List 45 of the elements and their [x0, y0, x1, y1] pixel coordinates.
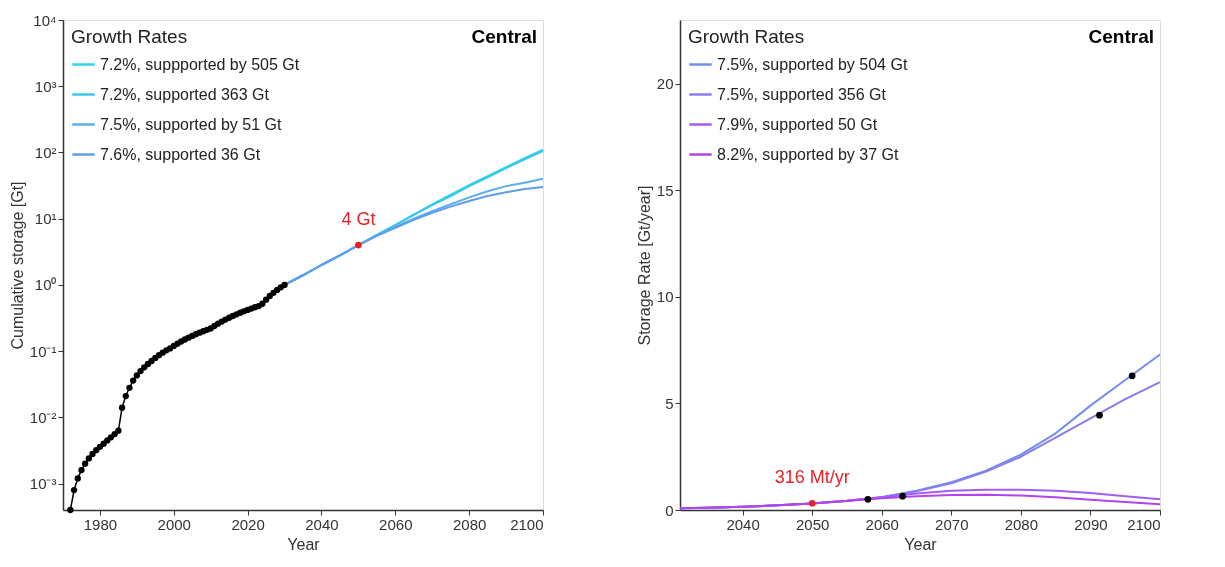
y-tick-label: 10⁻²: [29, 408, 57, 426]
x-tick-label: 2060: [865, 515, 899, 533]
legend-label: 7.2%, supported 363 Gt: [100, 85, 270, 103]
x-tick-label: 2080: [452, 515, 487, 533]
y-tick-label: 10¹: [34, 210, 57, 228]
x-tick-label: 2080: [1004, 515, 1039, 533]
x-tick-label: 2040: [726, 515, 760, 533]
x-tick-label: 2050: [795, 515, 830, 533]
y-tick-label: 15: [656, 181, 674, 199]
y-tick-label: 10³: [34, 77, 57, 95]
x-tick-label: 2070: [935, 515, 969, 533]
x-tick-label: 2020: [231, 515, 265, 533]
legend-title: Growth Rates: [688, 26, 805, 47]
annotation: Central: [1088, 26, 1154, 47]
y-tick-label: 10²: [34, 143, 57, 161]
legend-label: 8.2%, supported by 37 Gt: [717, 145, 899, 163]
y-tick-label: 0: [665, 501, 674, 519]
x-tick-label: 2060: [379, 515, 413, 533]
legend-label: 7.6%, supported 36 Gt: [100, 145, 261, 163]
x-tick-label: 2090: [1074, 515, 1108, 533]
x-axis-title: Year: [287, 535, 321, 553]
x-tick-label: 1980: [83, 515, 118, 533]
y-tick-label: 10: [656, 288, 674, 306]
x-tick-label: 2040: [305, 515, 339, 533]
legend-label: 7.2%, suppported by 505 Gt: [100, 55, 300, 73]
y-tick-label: 20: [656, 75, 674, 93]
y-tick-label: 10⁻¹: [29, 342, 57, 360]
x-tick-label: 2000: [157, 515, 191, 533]
annotation: 316 Mt/yr: [774, 467, 850, 488]
y-tick-label: 10⁰: [34, 276, 57, 294]
legend-label: 7.5%, supported by 504 Gt: [717, 55, 908, 73]
y-axis-title: Storage Rate [Gt/year]: [635, 185, 653, 346]
legend-label: 7.9%, supported 50 Gt: [717, 115, 878, 133]
y-axis-title: Cumulative storage [Gt]: [8, 181, 26, 350]
x-tick-label: 2100: [1127, 515, 1161, 533]
x-tick-label: 2100: [510, 515, 544, 533]
y-tick-label: 10⁻³: [29, 475, 57, 493]
legend-label: 7.5%, supported 356 Gt: [717, 85, 887, 103]
annotation: 4 Gt: [341, 209, 376, 230]
legend-label: 7.5%, supported by 51 Gt: [100, 115, 282, 133]
y-tick-label: 10⁴: [33, 11, 57, 29]
annotation: Central: [471, 26, 537, 47]
y-tick-label: 5: [665, 394, 674, 412]
legend-title: Growth Rates: [71, 26, 188, 47]
x-axis-title: Year: [904, 535, 938, 553]
